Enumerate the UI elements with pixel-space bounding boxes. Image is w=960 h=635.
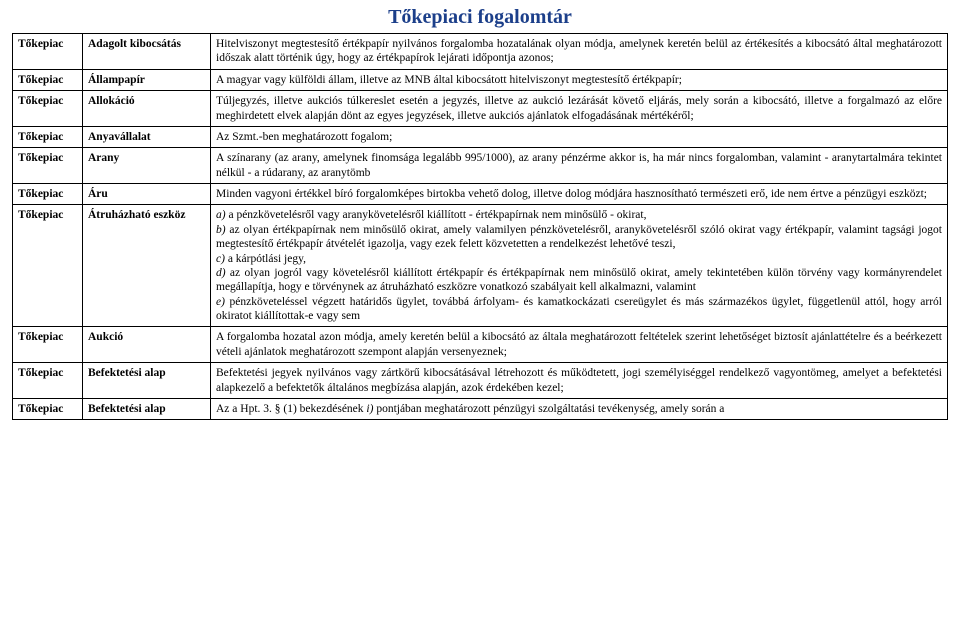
category-cell: Tőkepiac bbox=[13, 126, 83, 147]
table-row: TőkepiacAdagolt kibocsátásHitelviszonyt … bbox=[13, 34, 948, 70]
term-cell: Állampapír bbox=[83, 69, 211, 90]
table-row: TőkepiacAukcióA forgalomba hozatal azon … bbox=[13, 327, 948, 363]
term-cell: Adagolt kibocsátás bbox=[83, 34, 211, 70]
definition-cell: a) a pénzkövetelésről vagy aranykövetelé… bbox=[211, 205, 948, 327]
term-cell: Aukció bbox=[83, 327, 211, 363]
table-row: TőkepiacÁllampapírA magyar vagy külföldi… bbox=[13, 69, 948, 90]
table-row: TőkepiacAllokációTúljegyzés, illetve auk… bbox=[13, 91, 948, 127]
term-cell: Befektetési alap bbox=[83, 363, 211, 399]
definition-cell: Minden vagyoni értékkel bíró forgalomkép… bbox=[211, 184, 948, 205]
category-cell: Tőkepiac bbox=[13, 69, 83, 90]
category-cell: Tőkepiac bbox=[13, 398, 83, 419]
definition-cell: A színarany (az arany, amelynek finomság… bbox=[211, 148, 948, 184]
definition-cell: Az a Hpt. 3. § (1) bekezdésének i) pontj… bbox=[211, 398, 948, 419]
glossary-table: TőkepiacAdagolt kibocsátásHitelviszonyt … bbox=[12, 33, 948, 420]
table-row: TőkepiacAnyavállalatAz Szmt.-ben meghatá… bbox=[13, 126, 948, 147]
table-row: TőkepiacAranyA színarany (az arany, amel… bbox=[13, 148, 948, 184]
definition-cell: A magyar vagy külföldi állam, illetve az… bbox=[211, 69, 948, 90]
term-cell: Allokáció bbox=[83, 91, 211, 127]
definition-cell: Az Szmt.-ben meghatározott fogalom; bbox=[211, 126, 948, 147]
term-cell: Átruházható eszköz bbox=[83, 205, 211, 327]
term-cell: Áru bbox=[83, 184, 211, 205]
table-row: TőkepiacBefektetési alapBefektetési jegy… bbox=[13, 363, 948, 399]
definition-cell: A forgalomba hozatal azon módja, amely k… bbox=[211, 327, 948, 363]
term-cell: Anyavállalat bbox=[83, 126, 211, 147]
definition-cell: Túljegyzés, illetve aukciós túlkereslet … bbox=[211, 91, 948, 127]
category-cell: Tőkepiac bbox=[13, 184, 83, 205]
category-cell: Tőkepiac bbox=[13, 34, 83, 70]
table-row: TőkepiacBefektetési alapAz a Hpt. 3. § (… bbox=[13, 398, 948, 419]
category-cell: Tőkepiac bbox=[13, 327, 83, 363]
category-cell: Tőkepiac bbox=[13, 148, 83, 184]
table-row: TőkepiacÁtruházható eszköza) a pénzkövet… bbox=[13, 205, 948, 327]
page-title: Tőkepiaci fogalomtár bbox=[12, 6, 948, 29]
table-row: TőkepiacÁruMinden vagyoni értékkel bíró … bbox=[13, 184, 948, 205]
term-cell: Arany bbox=[83, 148, 211, 184]
category-cell: Tőkepiac bbox=[13, 91, 83, 127]
definition-cell: Hitelviszonyt megtestesítő értékpapír ny… bbox=[211, 34, 948, 70]
category-cell: Tőkepiac bbox=[13, 363, 83, 399]
definition-cell: Befektetési jegyek nyilvános vagy zártkö… bbox=[211, 363, 948, 399]
term-cell: Befektetési alap bbox=[83, 398, 211, 419]
category-cell: Tőkepiac bbox=[13, 205, 83, 327]
